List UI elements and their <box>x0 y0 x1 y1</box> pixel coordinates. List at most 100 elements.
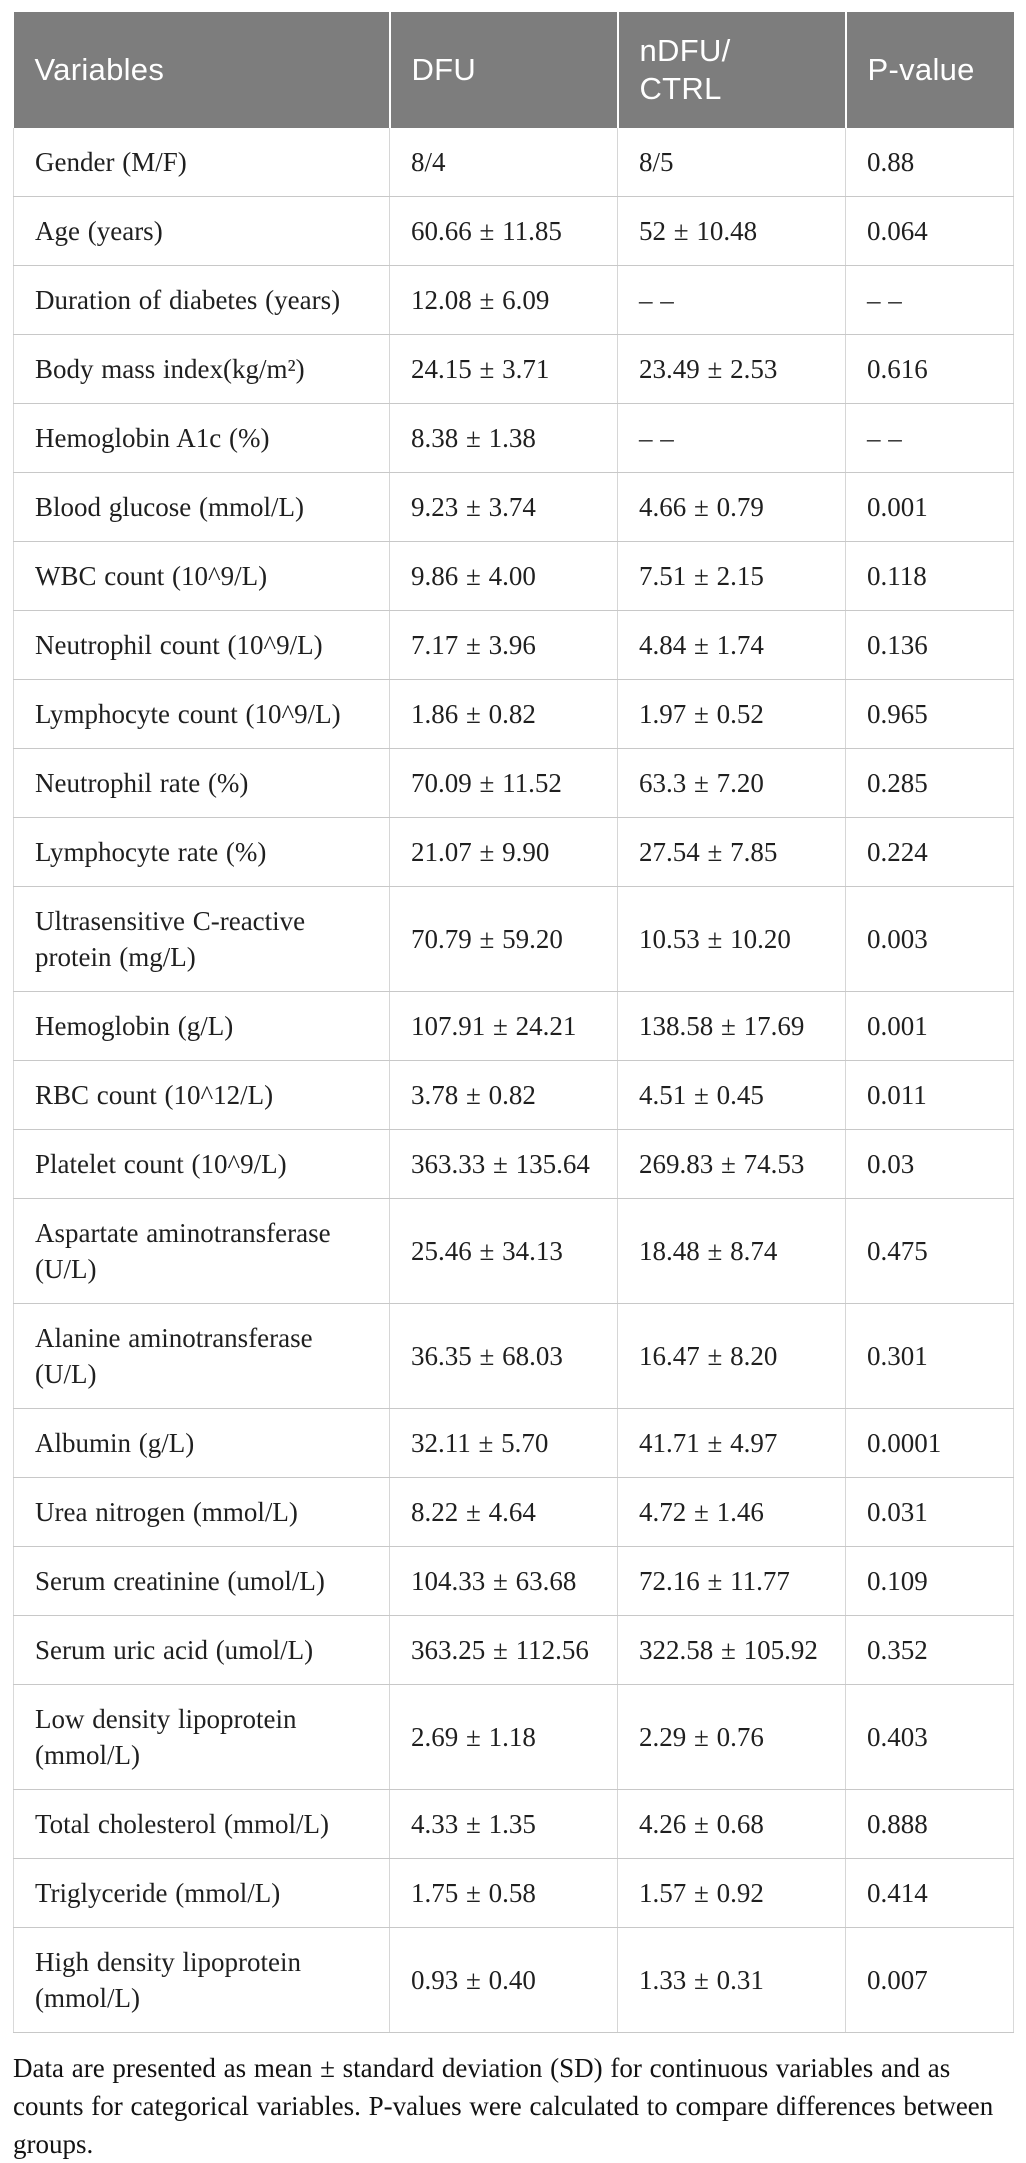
table-row: Gender (M/F) 8/4 8/5 0.88 <box>13 128 1014 197</box>
dfu-cell: 70.79 ± 59.20 <box>389 886 618 992</box>
table-row: Triglyceride (mmol/L) 1.75 ± 0.58 1.57 ±… <box>13 1858 1014 1928</box>
p-value-cell: 0.03 <box>845 1129 1014 1199</box>
variable-cell: Aspartate aminotransferase (U/L) <box>13 1198 390 1304</box>
ndfu-ctrl-cell: 52 ± 10.48 <box>617 196 846 266</box>
p-value-cell: 0.064 <box>845 196 1014 266</box>
ndfu-ctrl-cell: 2.29 ± 0.76 <box>617 1684 846 1790</box>
ndfu-ctrl-cell: 1.57 ± 0.92 <box>617 1858 846 1928</box>
baseline-characteristics-table: Variables DFU nDFU/ CTRL P-value Gender … <box>13 12 1014 2033</box>
dfu-cell: 8.38 ± 1.38 <box>389 403 618 473</box>
p-value-cell: 0.285 <box>845 748 1014 818</box>
variable-cell: Low density lipoprotein (mmol/L) <box>13 1684 390 1790</box>
header-variables: Variables <box>13 12 390 128</box>
variable-cell: Serum creatinine (umol/L) <box>13 1546 390 1616</box>
dfu-cell: 4.33 ± 1.35 <box>389 1789 618 1859</box>
variable-cell: Blood glucose (mmol/L) <box>13 472 390 542</box>
p-value-cell: 0.616 <box>845 334 1014 404</box>
dfu-cell: 32.11 ± 5.70 <box>389 1408 618 1478</box>
p-value-cell: 0.301 <box>845 1303 1014 1409</box>
variable-cell: Neutrophil rate (%) <box>13 748 390 818</box>
p-value-cell: 0.001 <box>845 991 1014 1061</box>
p-value-cell: 0.031 <box>845 1477 1014 1547</box>
ndfu-ctrl-cell: 1.33 ± 0.31 <box>617 1927 846 2033</box>
dfu-cell: 9.23 ± 3.74 <box>389 472 618 542</box>
header-p-value: P-value <box>844 12 1014 128</box>
p-value-cell: 0.003 <box>845 886 1014 992</box>
table-row: Serum uric acid (umol/L) 363.25 ± 112.56… <box>13 1615 1014 1685</box>
dfu-cell: 25.46 ± 34.13 <box>389 1198 618 1304</box>
dfu-cell: 24.15 ± 3.71 <box>389 334 618 404</box>
p-value-cell: 0.88 <box>845 128 1014 197</box>
p-value-cell: 0.109 <box>845 1546 1014 1616</box>
table-row: Neutrophil rate (%) 70.09 ± 11.52 63.3 ±… <box>13 748 1014 818</box>
variable-cell: Hemoglobin (g/L) <box>13 991 390 1061</box>
ndfu-ctrl-cell: 27.54 ± 7.85 <box>617 817 846 887</box>
table-row: Hemoglobin A1c (%) 8.38 ± 1.38 – – – – <box>13 403 1014 473</box>
variable-cell: Urea nitrogen (mmol/L) <box>13 1477 390 1547</box>
variable-cell: Albumin (g/L) <box>13 1408 390 1478</box>
ndfu-ctrl-cell: 72.16 ± 11.77 <box>617 1546 846 1616</box>
ndfu-ctrl-cell: – – <box>617 403 846 473</box>
ndfu-ctrl-cell: 16.47 ± 8.20 <box>617 1303 846 1409</box>
dfu-cell: 8.22 ± 4.64 <box>389 1477 618 1547</box>
dfu-cell: 1.75 ± 0.58 <box>389 1858 618 1928</box>
ndfu-ctrl-cell: 23.49 ± 2.53 <box>617 334 846 404</box>
table-header: Variables DFU nDFU/ CTRL P-value <box>13 12 1014 128</box>
table-row: Blood glucose (mmol/L) 9.23 ± 3.74 4.66 … <box>13 472 1014 542</box>
variable-cell: Lymphocyte rate (%) <box>13 817 390 887</box>
dfu-cell: 8/4 <box>389 128 618 197</box>
dfu-cell: 9.86 ± 4.00 <box>389 541 618 611</box>
p-value-cell: 0.007 <box>845 1927 1014 2033</box>
table-row: Lymphocyte count (10^9/L) 1.86 ± 0.82 1.… <box>13 679 1014 749</box>
dfu-cell: 21.07 ± 9.90 <box>389 817 618 887</box>
table-row: Platelet count (10^9/L) 363.33 ± 135.64 … <box>13 1129 1014 1199</box>
table-row: Albumin (g/L) 32.11 ± 5.70 41.71 ± 4.97 … <box>13 1408 1014 1478</box>
ndfu-ctrl-cell: 10.53 ± 10.20 <box>617 886 846 992</box>
p-value-cell: – – <box>845 403 1014 473</box>
variable-cell: Total cholesterol (mmol/L) <box>13 1789 390 1859</box>
variable-cell: Alanine aminotransferase (U/L) <box>13 1303 390 1409</box>
variable-cell: Hemoglobin A1c (%) <box>13 403 390 473</box>
table-row: WBC count (10^9/L) 9.86 ± 4.00 7.51 ± 2.… <box>13 541 1014 611</box>
dfu-cell: 60.66 ± 11.85 <box>389 196 618 266</box>
p-value-cell: 0.352 <box>845 1615 1014 1685</box>
ndfu-ctrl-cell: 322.58 ± 105.92 <box>617 1615 846 1685</box>
dfu-cell: 107.91 ± 24.21 <box>389 991 618 1061</box>
ndfu-ctrl-cell: 4.26 ± 0.68 <box>617 1789 846 1859</box>
p-value-cell: – – <box>845 265 1014 335</box>
header-dfu: DFU <box>388 12 618 128</box>
dfu-cell: 104.33 ± 63.68 <box>389 1546 618 1616</box>
p-value-cell: 0.118 <box>845 541 1014 611</box>
variable-cell: Lymphocyte count (10^9/L) <box>13 679 390 749</box>
table-row: Urea nitrogen (mmol/L) 8.22 ± 4.64 4.72 … <box>13 1477 1014 1547</box>
variable-cell: RBC count (10^12/L) <box>13 1060 390 1130</box>
table-row: Duration of diabetes (years) 12.08 ± 6.0… <box>13 265 1014 335</box>
dfu-cell: 363.33 ± 135.64 <box>389 1129 618 1199</box>
variable-cell: Neutrophil count (10^9/L) <box>13 610 390 680</box>
p-value-cell: 0.224 <box>845 817 1014 887</box>
table-row: Age (years) 60.66 ± 11.85 52 ± 10.48 0.0… <box>13 196 1014 266</box>
p-value-cell: 0.011 <box>845 1060 1014 1130</box>
table-body: Gender (M/F) 8/4 8/5 0.88 Age (years) 60… <box>13 128 1014 2033</box>
table-row: Lymphocyte rate (%) 21.07 ± 9.90 27.54 ±… <box>13 817 1014 887</box>
ndfu-ctrl-cell: 4.51 ± 0.45 <box>617 1060 846 1130</box>
ndfu-ctrl-cell: 8/5 <box>617 128 846 197</box>
variable-cell: Age (years) <box>13 196 390 266</box>
p-value-cell: 0.403 <box>845 1684 1014 1790</box>
p-value-cell: 0.414 <box>845 1858 1014 1928</box>
table-row: Low density lipoprotein (mmol/L) 2.69 ± … <box>13 1684 1014 1790</box>
table-row: RBC count (10^12/L) 3.78 ± 0.82 4.51 ± 0… <box>13 1060 1014 1130</box>
p-value-cell: 0.0001 <box>845 1408 1014 1478</box>
p-value-cell: 0.965 <box>845 679 1014 749</box>
p-value-cell: 0.136 <box>845 610 1014 680</box>
ndfu-ctrl-cell: 41.71 ± 4.97 <box>617 1408 846 1478</box>
dfu-cell: 1.86 ± 0.82 <box>389 679 618 749</box>
header-row: Variables DFU nDFU/ CTRL P-value <box>13 12 1014 128</box>
variable-cell: Body mass index(kg/m²) <box>13 334 390 404</box>
dfu-cell: 36.35 ± 68.03 <box>389 1303 618 1409</box>
ndfu-ctrl-cell: 18.48 ± 8.74 <box>617 1198 846 1304</box>
table-row: Aspartate aminotransferase (U/L) 25.46 ±… <box>13 1198 1014 1304</box>
ndfu-ctrl-cell: 269.83 ± 74.53 <box>617 1129 846 1199</box>
dfu-cell: 7.17 ± 3.96 <box>389 610 618 680</box>
dfu-cell: 0.93 ± 0.40 <box>389 1927 618 2033</box>
